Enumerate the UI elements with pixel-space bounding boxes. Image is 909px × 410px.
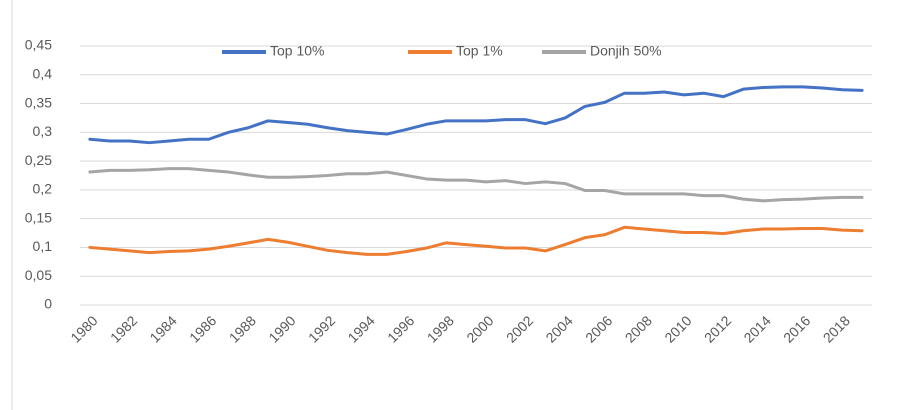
x-tick-label: 2002 [503, 312, 536, 345]
x-tick-label: 1980 [67, 312, 100, 345]
x-tick-label: 2008 [622, 312, 655, 345]
y-tick-label: 0,4 [33, 65, 53, 81]
series-line [88, 85, 864, 145]
x-tick-label: 2018 [820, 312, 853, 345]
legend-label: Donjih 50% [590, 43, 662, 59]
y-tick-label: 0,35 [25, 94, 52, 110]
x-tick-label: 2012 [701, 312, 734, 345]
series-line [88, 167, 864, 203]
legend-label: Top 1% [456, 43, 503, 59]
y-tick-label: 0,3 [33, 123, 53, 139]
x-tick-label: 2016 [780, 312, 813, 345]
y-tick-label: 0,15 [25, 209, 52, 225]
x-tick-label: 2014 [740, 312, 773, 345]
series-line [88, 225, 864, 256]
x-tick-label: 1982 [107, 312, 140, 345]
y-tick-label: 0,1 [33, 238, 53, 254]
x-tick-label: 1984 [146, 312, 179, 345]
x-tick-label: 1988 [226, 312, 259, 345]
y-tick-label: 0,25 [25, 152, 52, 168]
x-tick-label: 1990 [265, 312, 298, 345]
y-tick-label: 0,05 [25, 267, 52, 283]
x-tick-label: 2000 [463, 312, 496, 345]
y-tick-label: 0 [44, 296, 52, 312]
x-tick-label: 2010 [661, 312, 694, 345]
x-tick-label: 1998 [424, 312, 457, 345]
legend-label: Top 10% [270, 43, 324, 59]
x-tick-label: 1994 [344, 312, 377, 345]
y-tick-label: 0,2 [33, 181, 53, 197]
x-tick-label: 2004 [542, 312, 575, 345]
x-tick-label: 1996 [384, 312, 417, 345]
y-tick-label: 0,45 [25, 37, 52, 53]
x-tick-label: 1986 [186, 312, 219, 345]
x-tick-label: 1992 [305, 312, 338, 345]
x-tick-label: 2006 [582, 312, 615, 345]
